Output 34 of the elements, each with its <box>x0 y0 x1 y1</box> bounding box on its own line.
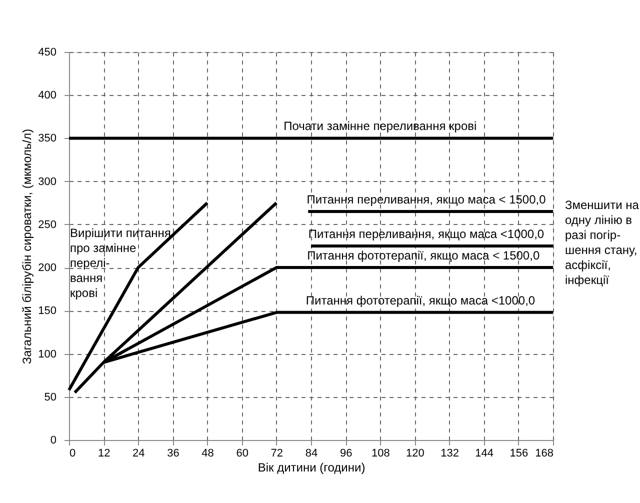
y-tick-label: 300 <box>38 176 56 188</box>
annotation: Питання переливання, якщо маса <1000,0 <box>308 227 544 241</box>
x-tick-label: 168 <box>535 448 554 460</box>
y-tick-label: 250 <box>38 218 56 231</box>
y-tick-label: 200 <box>38 262 56 274</box>
x-tick-label: 132 <box>440 448 459 460</box>
y-tick-label: 400 <box>38 90 56 102</box>
x-tick-label: 0 <box>70 448 76 460</box>
y-tick-label: 450 <box>38 46 56 58</box>
annotation: Питання фототерапії, якщо маса <1000,0 <box>306 293 536 308</box>
annotation: Питання фототерапії, якщо маса < 1500,0 <box>307 248 540 263</box>
x-tick-label: 120 <box>406 448 424 460</box>
x-tick-label: 24 <box>132 448 145 460</box>
x-tick-label: 72 <box>270 448 284 460</box>
x-tick-label: 108 <box>371 448 390 460</box>
annotation: Вирішити питання про замінне перелі- вання крові <box>70 226 171 300</box>
x-tick-label: 60 <box>236 448 248 460</box>
y-tick-label: 350 <box>38 132 56 145</box>
x-tick-label: 156 <box>510 448 528 460</box>
annotation: Питання переливання, якщо маса < 1500,0 <box>306 192 546 207</box>
y-axis-title: Загальний білірубін сироватки, (мкмоль/л) <box>20 128 34 364</box>
x-tick-label: 84 <box>305 448 318 460</box>
x-tick-label: 96 <box>340 448 352 460</box>
x-tick-label: 36 <box>167 448 180 460</box>
x-tick-label: 12 <box>98 448 110 460</box>
x-tick-label: 144 <box>475 448 494 460</box>
x-axis-title: Вік дитини (години) <box>258 460 366 474</box>
text: Зменшити на одну лінію в разі погір- шення стану, асфіксії, інфекції <box>565 198 640 287</box>
x-tick-label: 48 <box>202 448 214 460</box>
y-tick-label: 0 <box>50 434 56 446</box>
y-tick-label: 100 <box>38 348 56 360</box>
y-tick-label: 150 <box>38 305 56 318</box>
annotation: Почати замінне переливання крові <box>284 119 477 134</box>
y-tick-label: 50 <box>44 391 56 404</box>
